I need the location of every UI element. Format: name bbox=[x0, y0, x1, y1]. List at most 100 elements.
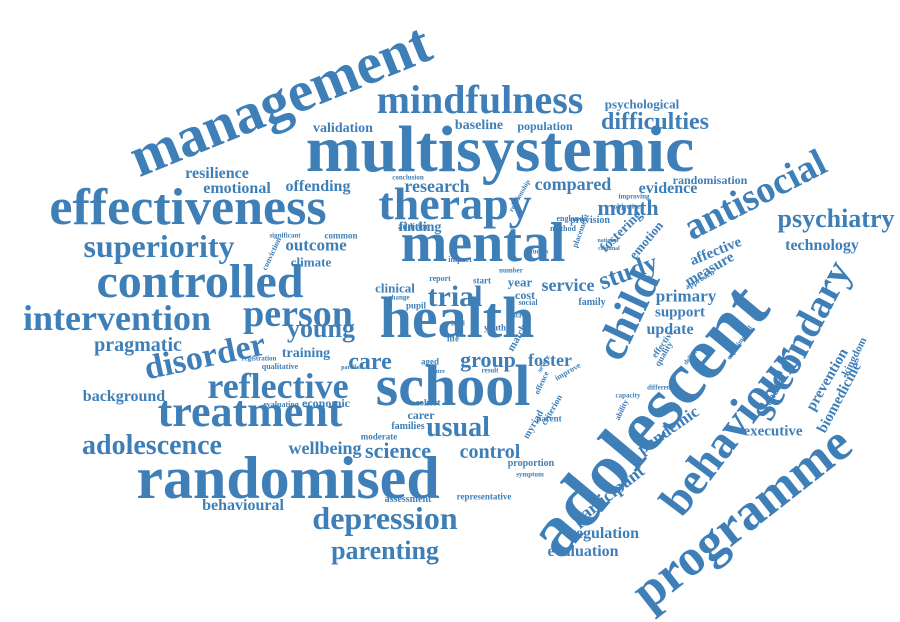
word-year: year bbox=[507, 274, 533, 290]
word-change: change bbox=[388, 293, 410, 302]
word-result: result bbox=[481, 366, 499, 375]
word-usual: usual bbox=[426, 412, 490, 443]
word-science: science bbox=[365, 438, 431, 463]
word-evaluating: evaluating bbox=[263, 400, 299, 409]
word-primary: primary bbox=[655, 286, 717, 306]
word-randomised: randomised bbox=[136, 445, 440, 511]
word-centre: centre bbox=[429, 369, 445, 375]
word-significant: significant bbox=[269, 231, 301, 240]
word-evidence: evidence bbox=[638, 180, 698, 197]
word-representative: representative bbox=[456, 491, 512, 502]
word-number: number bbox=[499, 266, 523, 275]
word-validation: validation bbox=[313, 121, 373, 136]
word-criminal: criminal bbox=[598, 246, 620, 252]
word-difference: difference bbox=[647, 383, 677, 392]
word-outcome: outcome bbox=[285, 235, 347, 255]
word-health: health bbox=[379, 285, 535, 350]
word-emotional: emotional bbox=[203, 180, 271, 197]
word-person: person bbox=[243, 293, 353, 335]
word-population: population bbox=[517, 119, 573, 133]
word-national: national bbox=[597, 238, 619, 244]
word-cost: cost bbox=[515, 288, 535, 302]
word-capacity: capacity bbox=[615, 391, 641, 400]
word-offending: offending bbox=[285, 178, 351, 195]
word-behavioural: behavioural bbox=[202, 497, 284, 514]
word-control: control bbox=[459, 441, 521, 463]
word-improving: improving bbox=[618, 192, 650, 201]
word-start: start bbox=[473, 275, 491, 286]
word-superiority: superiority bbox=[83, 228, 235, 264]
word-psychological: psychological bbox=[604, 96, 680, 112]
word-youth: youth bbox=[483, 322, 507, 333]
word-pupil: pupil bbox=[405, 300, 427, 311]
word-assessment: assessment bbox=[384, 494, 432, 505]
word-multisystemic: multisystemic bbox=[305, 113, 695, 186]
word-foster: foster bbox=[528, 350, 572, 370]
word-effectiveness: effectiveness bbox=[49, 179, 327, 236]
word-addition: addition bbox=[397, 221, 431, 232]
word-studies: studies bbox=[527, 247, 549, 256]
word-england: england bbox=[556, 214, 584, 223]
word-resilience: resilience bbox=[185, 165, 249, 182]
word-mental: mental bbox=[400, 212, 566, 274]
word-symptom: symptom bbox=[516, 470, 544, 479]
word-technology: technology bbox=[785, 237, 859, 254]
word-common: common bbox=[324, 230, 358, 241]
word-difficulties: difficulties bbox=[601, 109, 709, 135]
word-evaluation: evaluation bbox=[547, 543, 619, 560]
word-economic: economic bbox=[302, 396, 350, 410]
word-clinical: clinical bbox=[375, 280, 415, 296]
word-method: method bbox=[550, 224, 576, 233]
word-therapy: therapy bbox=[378, 178, 532, 229]
word-objective: objective bbox=[613, 202, 641, 211]
word-research: research bbox=[404, 176, 470, 196]
word-provision: provision bbox=[570, 215, 610, 226]
word-cohort: cohort bbox=[415, 397, 441, 408]
word-qualitative: qualitative bbox=[261, 362, 299, 371]
word-parenting: parenting bbox=[331, 536, 439, 565]
word-update: update bbox=[646, 321, 694, 338]
word-pragmatic: pragmatic bbox=[94, 334, 182, 356]
word-conclusion: conclusion bbox=[392, 173, 424, 182]
word-trial: trial bbox=[427, 280, 483, 313]
word-aged: aged bbox=[421, 356, 439, 367]
word-regulation: regulation bbox=[569, 525, 639, 542]
word-school: school bbox=[375, 353, 531, 418]
word-psychiatry: psychiatry bbox=[777, 204, 895, 233]
word-treatment: treatment bbox=[157, 387, 343, 436]
word-baseline: baseline bbox=[454, 118, 504, 133]
word-carer: carer bbox=[407, 408, 435, 422]
word-life: life bbox=[447, 333, 459, 344]
word-support: support bbox=[654, 304, 706, 321]
word-data: data bbox=[508, 311, 522, 320]
word-adolescence: adolescence bbox=[82, 430, 222, 461]
word-social: social bbox=[518, 298, 538, 307]
word-intervention: intervention bbox=[23, 298, 211, 338]
word-report: report bbox=[429, 274, 451, 283]
word-background: background bbox=[82, 388, 166, 405]
word-wellbeing: wellbeing bbox=[288, 438, 362, 458]
word-month: month bbox=[597, 195, 659, 220]
word-finding: finding bbox=[398, 220, 442, 235]
word-group: group bbox=[460, 347, 516, 372]
word-moderate: moderate bbox=[360, 431, 398, 442]
word-impact: impact bbox=[448, 255, 472, 264]
word-controlled: controlled bbox=[96, 255, 304, 308]
word-parent: parent bbox=[536, 413, 562, 424]
word-reflective: reflective bbox=[207, 366, 349, 406]
word-level: level bbox=[451, 319, 465, 328]
word-executive: executive bbox=[743, 423, 803, 440]
word-depression: depression bbox=[312, 500, 458, 536]
word-proportion: proportion bbox=[507, 458, 555, 469]
word-service: service bbox=[541, 275, 595, 295]
word-registration: registration bbox=[241, 354, 277, 363]
word-climate: climate bbox=[290, 254, 332, 270]
word-mindfulness: mindfulness bbox=[376, 77, 584, 122]
word-family: family bbox=[578, 297, 606, 308]
word-compared: compared bbox=[534, 174, 612, 194]
word-families: families bbox=[391, 421, 425, 432]
word-young: young bbox=[287, 314, 355, 343]
word-care: care bbox=[348, 349, 392, 375]
word-training: training bbox=[281, 346, 331, 361]
